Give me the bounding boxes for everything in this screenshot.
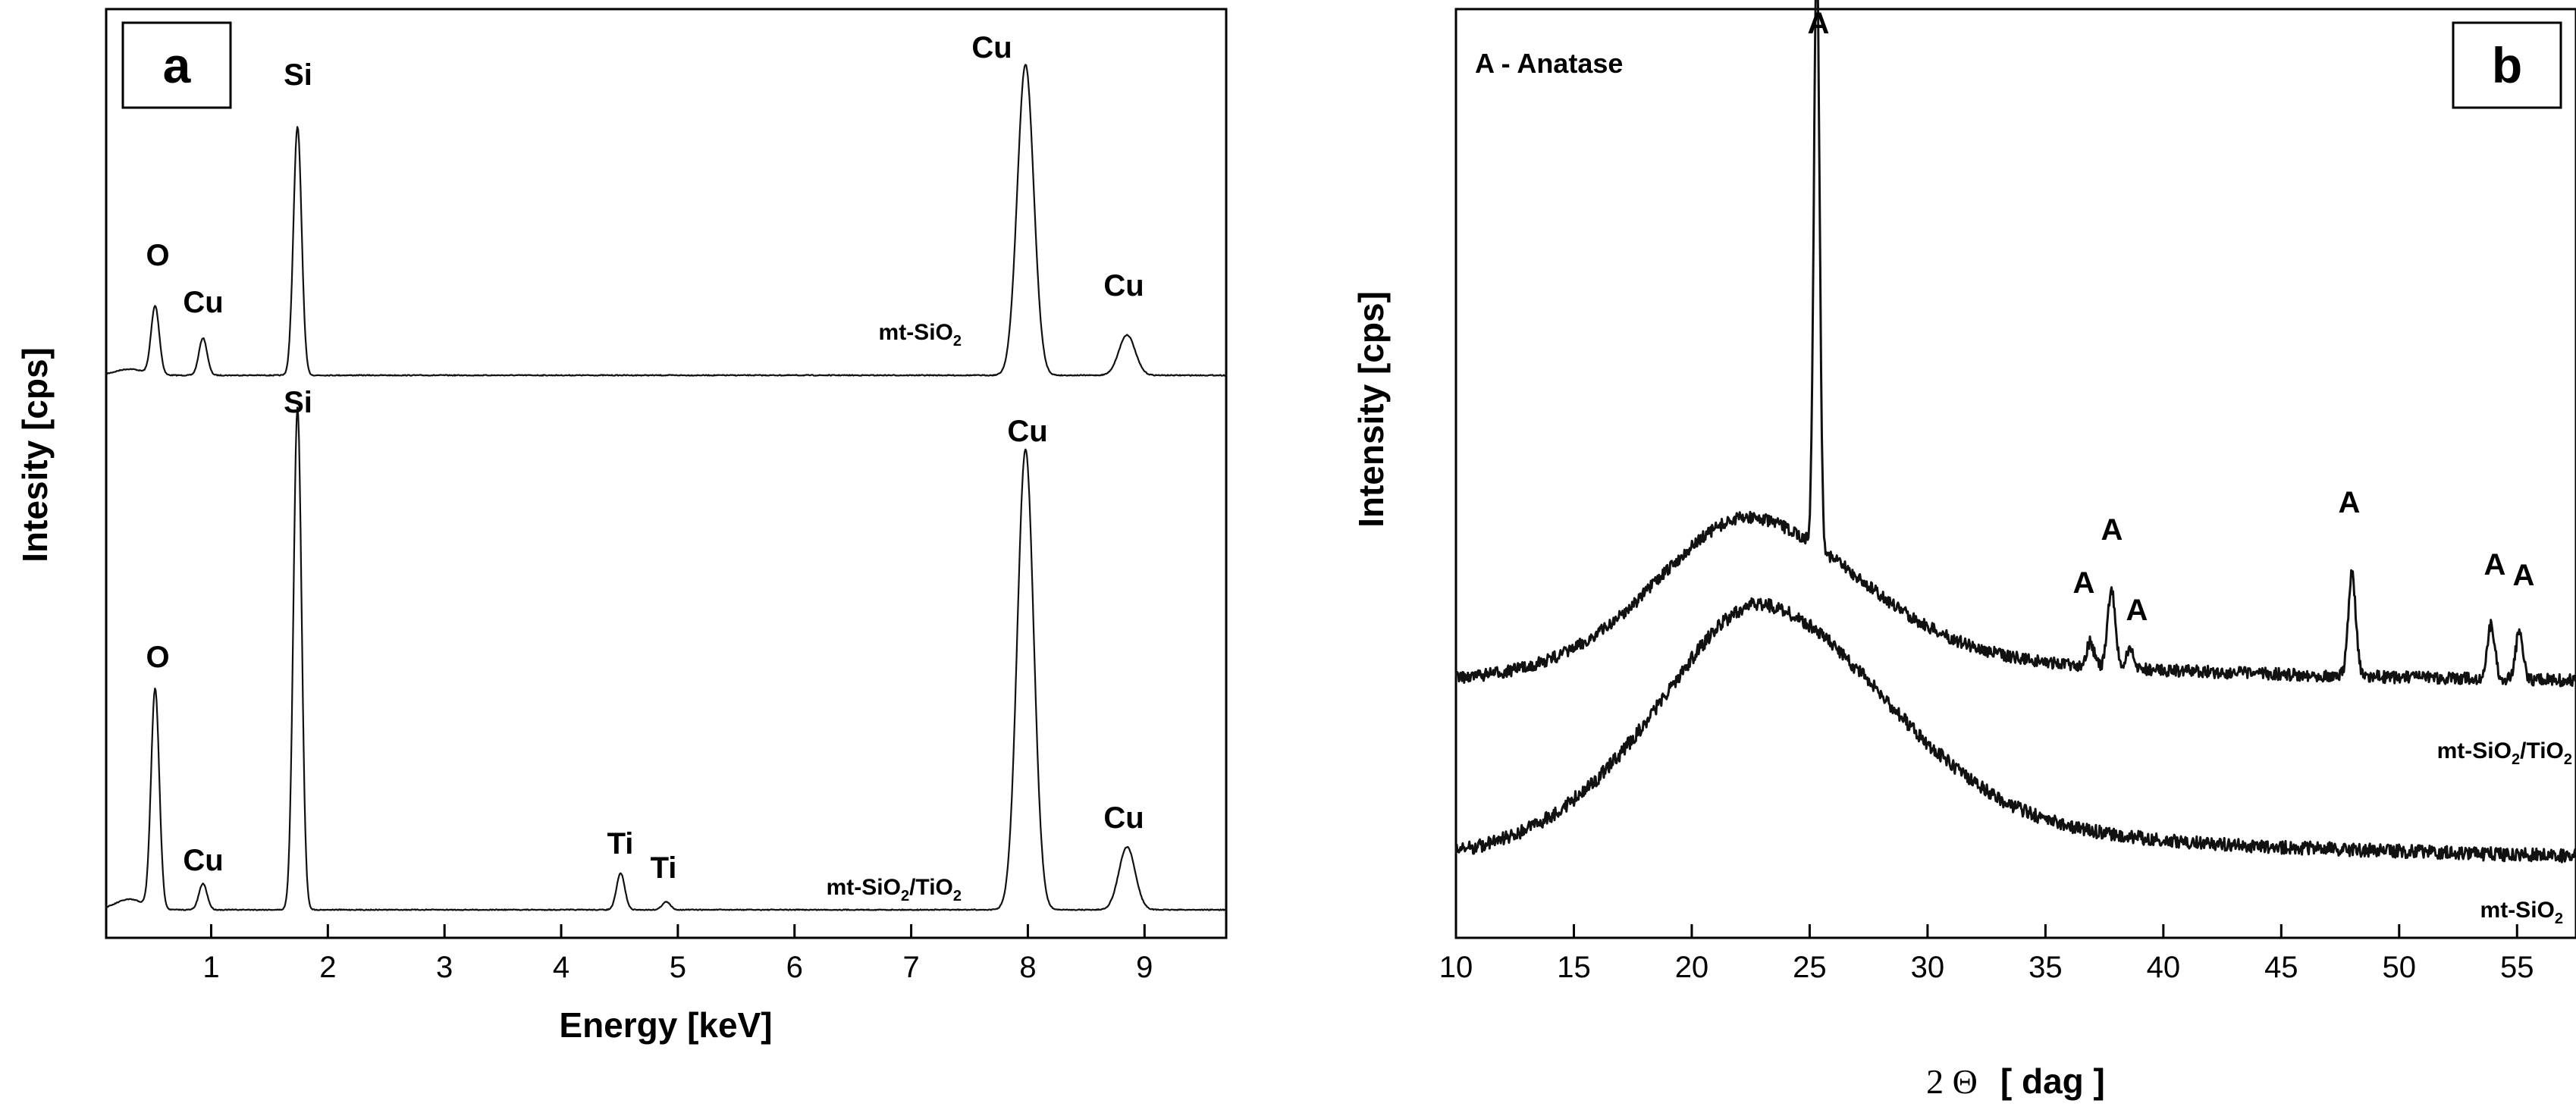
panel-a-peak-label-o-bottom: O xyxy=(146,641,169,674)
panel-a-peak-label-si-bottom: Si xyxy=(284,386,312,419)
panel-b-y-axis-label: Intensity [cps] xyxy=(1351,291,1391,528)
panel-a-peak-label-ti-bottom: Ti xyxy=(607,827,634,861)
panel-a-x-tick-label-7: 7 xyxy=(902,951,919,984)
panel-b-x-tick-label-30: 30 xyxy=(1911,951,1945,984)
panel-b-annotation-anatase: A - Anatase xyxy=(1475,48,1623,79)
panel-b-label: b xyxy=(2492,37,2522,93)
panel-b-x-tick-label-50: 50 xyxy=(2383,951,2417,984)
panel-a-x-axis-label: Energy [keV] xyxy=(559,1005,772,1045)
panel-b-series-label-mt-sio2: mt-SiO2 xyxy=(2480,898,2563,927)
panel-a-peak-label-cu-main-bottom: Cu xyxy=(1007,415,1047,448)
panel-b-x-tick-label-25: 25 xyxy=(1793,951,1827,984)
panel-b-x-tick-label-45: 45 xyxy=(2264,951,2298,984)
panel-a-x-tick-label-9: 9 xyxy=(1136,951,1153,984)
panel-b-x-tick-label-55: 55 xyxy=(2500,951,2534,984)
panel-a-x-tick-label-1: 1 xyxy=(202,951,219,984)
panel-b-x-tick-label-35: 35 xyxy=(2028,951,2063,984)
panel-a-series-label-mt-sio2: mt-SiO2 xyxy=(879,320,962,350)
panel-b-x-axis-label: 2 Θ[ dag ] xyxy=(1926,1061,2105,1101)
panel-a: a O Cu Si Cu Cu O Cu Si Ti Ti Cu Cu mt-S… xyxy=(15,8,1228,1045)
panel-b-x-tick-label-40: 40 xyxy=(2147,951,2181,984)
panel-a-x-tick-label-8: 8 xyxy=(1019,951,1036,984)
panel-a-peak-label-cu-right-top: Cu xyxy=(1103,269,1144,303)
panel-b-peak-label-a-25: A xyxy=(1808,7,1830,40)
panel-a-plot-frame xyxy=(105,8,1228,939)
panel-a-peak-label-cu-right-bottom: Cu xyxy=(1103,801,1144,835)
panel-a-peak-label-ti-small-bottom: Ti xyxy=(651,851,677,885)
panel-b-trace-mt-sio2 xyxy=(1454,597,2576,864)
panel-b-x-tick-label-10: 10 xyxy=(1439,951,1473,984)
panel-b-x-tick-label-20: 20 xyxy=(1675,951,1709,984)
panel-b-peak-label-a-37-8: A xyxy=(2101,513,2123,547)
panel-b: b A - Anatase A A A A A A A mt-SiO2/TiO2… xyxy=(1351,0,2576,1101)
panel-b-peak-label-a-36-9: A xyxy=(2073,566,2095,600)
panel-a-x-tick-label-4: 4 xyxy=(553,951,569,984)
panel-b-x-tick-label-15: 15 xyxy=(1557,951,1591,984)
panel-a-trace-mt-sio2-tio2 xyxy=(105,406,1228,911)
panel-a-peak-label-cu-main-top: Cu xyxy=(971,31,1012,64)
panel-b-peak-label-a-53-9: A xyxy=(2484,548,2506,582)
panel-b-peak-label-a-55-1: A xyxy=(2513,559,2535,592)
panel-b-label-box xyxy=(2452,21,2562,109)
panel-a-label-box xyxy=(121,21,232,109)
panel-a-peak-label-o-top: O xyxy=(146,239,169,272)
panel-a-label: a xyxy=(163,37,192,93)
panel-b-x-axis: 10 15 20 25 30 35 40 45 50 55 xyxy=(1439,924,2534,984)
panel-a-y-axis-label: Intesity [cps] xyxy=(15,347,55,563)
panel-a-x-tick-label-2: 2 xyxy=(319,951,336,984)
panel-a-x-tick-label-6: 6 xyxy=(786,951,803,984)
panel-a-peak-label-si-top: Si xyxy=(284,58,312,92)
panel-a-trace-mt-sio2 xyxy=(105,64,1228,377)
panel-a-x-axis: 1 2 3 4 5 6 7 8 9 xyxy=(202,924,1153,984)
panel-a-series-label-mt-sio2-tio2: mt-SiO2/TiO2 xyxy=(827,875,962,904)
panel-a-x-tick-label-3: 3 xyxy=(436,951,453,984)
panel-b-peak-label-a-48: A xyxy=(2339,486,2361,519)
panel-b-trace-mt-sio2-tio2 xyxy=(1454,0,2576,688)
panel-a-x-tick-label-5: 5 xyxy=(670,951,686,984)
panel-a-peak-label-cu-top: Cu xyxy=(183,286,223,319)
panel-a-peak-label-cu-bottom: Cu xyxy=(183,844,223,877)
panel-b-series-label-mt-sio2-tio2: mt-SiO2/TiO2 xyxy=(2437,738,2572,768)
panel-b-peak-label-a-38-6: A xyxy=(2126,594,2148,627)
panel-b-plot-frame xyxy=(1454,8,2576,939)
